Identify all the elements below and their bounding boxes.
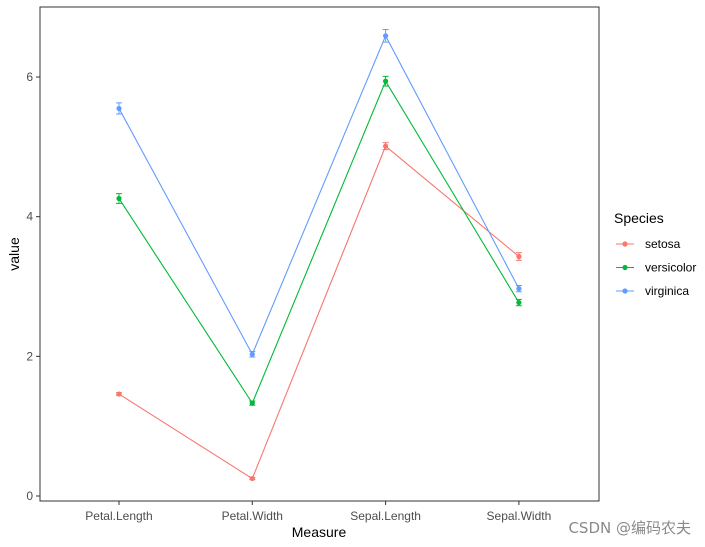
data-point — [249, 400, 255, 406]
data-point — [383, 33, 389, 39]
y-tick-label: 4 — [26, 210, 33, 224]
legend-label: virginica — [645, 284, 689, 298]
watermark: CSDN @编码农夫 — [568, 519, 691, 537]
x-tick-label: Petal.Length — [85, 509, 152, 523]
data-point — [116, 195, 122, 202]
x-axis-title: Measure — [292, 524, 347, 540]
legend-item-versicolor: versicolor — [616, 261, 696, 275]
legend-item-virginica: virginica — [616, 284, 689, 298]
y-tick-label: 6 — [26, 70, 33, 84]
data-point — [383, 78, 389, 84]
data-point — [383, 143, 389, 149]
x-tick-label: Petal.Width — [222, 509, 283, 523]
data-point — [116, 105, 122, 112]
legend: Species setosa versicolor virginica — [614, 210, 696, 298]
series-line — [118, 145, 520, 480]
x-axis: Petal.Length Petal.Width Sepal.Length Sepal… — [85, 501, 551, 523]
series-line — [118, 79, 520, 405]
legend-title: Species — [614, 210, 664, 226]
series-setosa — [116, 142, 522, 482]
x-tick-label: Sepal.Width — [487, 509, 552, 523]
data-point — [249, 351, 255, 357]
legend-key-point — [622, 288, 628, 294]
data-point — [116, 391, 122, 397]
x-tick-label: Sepal.Length — [350, 509, 421, 523]
y-axis-title: value — [6, 237, 22, 271]
panel-border — [39, 6, 600, 502]
legend-item-setosa: setosa — [616, 237, 681, 251]
data-point — [249, 475, 255, 482]
series-versicolor — [116, 75, 522, 406]
series-virginica — [116, 29, 522, 358]
legend-label: setosa — [645, 237, 681, 251]
series-layer — [116, 29, 522, 482]
legend-label: versicolor — [645, 261, 696, 275]
legend-key-point — [622, 264, 628, 271]
data-point — [516, 253, 522, 260]
data-point — [516, 299, 522, 306]
y-axis: 0 2 4 6 — [26, 70, 40, 503]
y-tick-label: 2 — [26, 349, 33, 363]
legend-key-point — [622, 241, 628, 247]
y-tick-label: 0 — [26, 489, 33, 503]
data-point — [516, 286, 522, 292]
series-line — [118, 34, 520, 356]
